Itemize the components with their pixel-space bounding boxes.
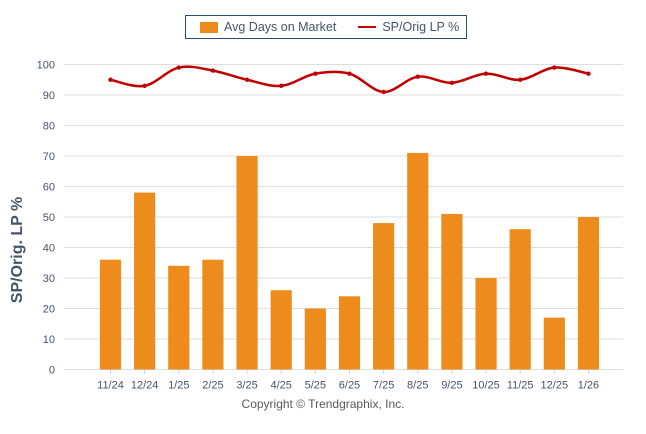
svg-text:0: 0 <box>49 365 55 377</box>
svg-text:50: 50 <box>43 212 55 224</box>
svg-text:80: 80 <box>43 121 55 133</box>
svg-text:10: 10 <box>43 334 55 346</box>
svg-text:40: 40 <box>43 243 55 255</box>
svg-text:12/24: 12/24 <box>131 380 159 392</box>
svg-text:11/25: 11/25 <box>507 380 534 392</box>
svg-text:11/24: 11/24 <box>97 380 124 392</box>
svg-text:60: 60 <box>43 182 55 194</box>
svg-text:12/25: 12/25 <box>541 380 569 392</box>
svg-text:6/25: 6/25 <box>339 380 360 392</box>
svg-text:1/25: 1/25 <box>168 380 189 392</box>
svg-text:20: 20 <box>43 304 55 316</box>
svg-text:8/25: 8/25 <box>407 380 428 392</box>
svg-text:10/25: 10/25 <box>472 380 500 392</box>
svg-text:SP/Orig. LP %: SP/Orig. LP % <box>9 197 26 303</box>
svg-text:2/25: 2/25 <box>202 380 223 392</box>
svg-text:7/25: 7/25 <box>373 380 394 392</box>
svg-text:100: 100 <box>37 60 55 72</box>
svg-text:30: 30 <box>43 273 55 285</box>
svg-text:3/25: 3/25 <box>236 380 257 392</box>
svg-text:1/26: 1/26 <box>578 380 599 392</box>
svg-text:90: 90 <box>43 90 55 102</box>
svg-text:4/25: 4/25 <box>270 380 291 392</box>
svg-text:9/25: 9/25 <box>441 380 462 392</box>
svg-text:5/25: 5/25 <box>305 380 326 392</box>
svg-text:70: 70 <box>43 151 55 163</box>
